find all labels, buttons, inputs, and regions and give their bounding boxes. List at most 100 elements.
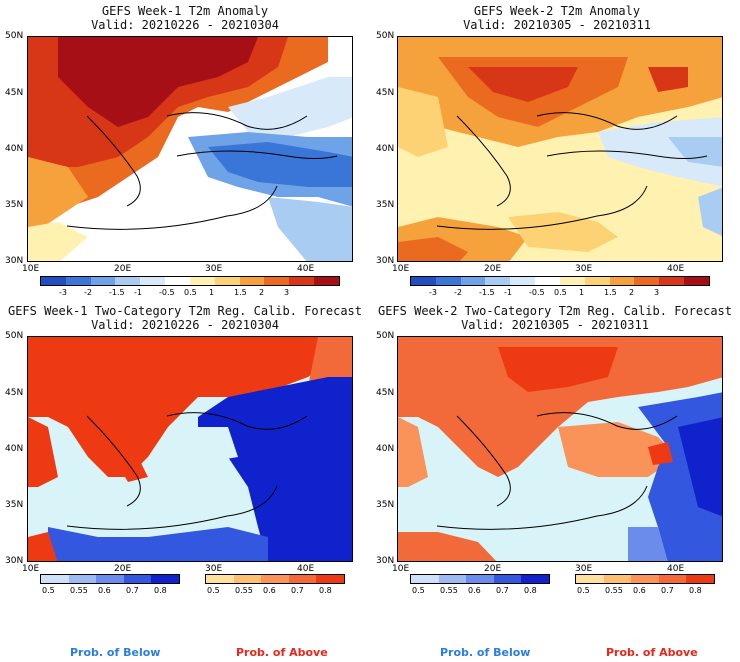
panel2-title: GEFS Week-2 T2m Anomaly <box>473 4 641 18</box>
p3-lat-40: 40N <box>5 444 24 454</box>
p2-anomaly-swatch <box>435 277 461 285</box>
p1-anomaly-tick: -3 <box>59 288 67 297</box>
p4-below-swatch <box>521 575 549 583</box>
p2-anomaly-tick: -0.5 <box>529 288 545 297</box>
p1-lat-35: 35N <box>5 200 24 210</box>
p1-anomaly-tick: 0.5 <box>184 288 197 297</box>
p3-above-swatch <box>261 575 289 583</box>
p2-anomaly-swatch <box>584 277 610 285</box>
p3-above-colorbar <box>205 574 345 584</box>
p4-lon-40: 40E <box>667 564 685 574</box>
p2-anomaly-swatch <box>485 277 511 285</box>
p4-above-swatch <box>658 575 687 583</box>
p1-anomaly-tick: -1.5 <box>109 288 125 297</box>
panel1-title: GEFS Week-1 T2m Anomaly <box>101 4 269 18</box>
p1-anomaly-swatch <box>165 277 190 285</box>
p2-anomaly-swatch <box>659 277 685 285</box>
p3-lon-30: 30E <box>205 564 223 574</box>
p3-lat-35: 35N <box>5 500 24 510</box>
panel4-valid: Valid: 20210305 - 20210311 <box>461 318 649 332</box>
p3-below-swatch <box>96 575 124 583</box>
p4-prob-below-label: Prob. of Below <box>440 646 531 659</box>
p4-below-tick: 0.7 <box>496 586 509 595</box>
p3-above-tick: 0.5 <box>207 586 220 595</box>
p2-lat-35: 35N <box>376 200 395 210</box>
p3-above-swatch <box>206 575 234 583</box>
p3-lon-20: 20E <box>114 564 132 574</box>
p1-lat-40: 40N <box>5 144 24 154</box>
panel3-title: GEFS Week-1 Two-Category T2m Reg. Calib.… <box>7 304 362 318</box>
p2-anomaly-tick: -1.5 <box>479 288 495 297</box>
p2-anomaly-tick: 3 <box>654 288 660 297</box>
p3-below-swatch <box>41 575 69 583</box>
p2-anomaly-tick: -2 <box>454 288 462 297</box>
p3-above-tick: 0.8 <box>319 586 332 595</box>
p4-lat-35: 35N <box>376 500 395 510</box>
p4-above-tick: 0.6 <box>633 586 646 595</box>
p3-above-tick: 0.6 <box>263 586 276 595</box>
p3-above-swatch <box>316 575 344 583</box>
p4-lat-45: 45N <box>376 388 395 398</box>
panel2-valid: Valid: 20210305 - 20210311 <box>463 18 651 32</box>
panel1-coastline <box>66 112 338 230</box>
p2-lon-30: 30E <box>575 264 593 274</box>
p2-lon-20: 20E <box>484 264 502 274</box>
p1-anomaly-swatch <box>289 277 315 285</box>
p3-below-tick: 0.55 <box>70 586 88 595</box>
panel4-title: GEFS Week-2 Two-Category T2m Reg. Calib.… <box>377 304 732 318</box>
p1-anomaly-tick: -1 <box>134 288 142 297</box>
p2-lat-40: 40N <box>376 144 395 154</box>
p4-lon-30: 30E <box>575 564 593 574</box>
p2-anomaly-swatch <box>460 277 486 285</box>
panel3-valid: Valid: 20210226 - 20210304 <box>91 318 279 332</box>
p1-anomaly-swatch <box>314 277 339 285</box>
p2-anomaly-tick: 2 <box>629 288 635 297</box>
p1-anomaly-tick: -2 <box>84 288 92 297</box>
p2-anomaly-swatch <box>684 277 709 285</box>
p4-above-swatch <box>576 575 604 583</box>
p4-below-swatch <box>466 575 494 583</box>
p4-lon-20: 20E <box>484 564 502 574</box>
p1-anomaly-swatch <box>41 277 66 285</box>
p1-anomaly-tick: 1.5 <box>234 288 247 297</box>
p1-lon-10: 10E <box>22 264 40 274</box>
p3-below-colorbar <box>40 574 180 584</box>
p4-below-tick: 0.8 <box>524 586 537 595</box>
p1-lon-40: 40E <box>297 264 315 274</box>
panel4-map <box>397 336 723 562</box>
p3-below-tick: 0.6 <box>98 586 111 595</box>
p4-below-colorbar <box>410 574 550 584</box>
p1-anomaly-colorbar <box>40 276 340 286</box>
p2-anomaly-swatch <box>510 277 536 285</box>
p1-anomaly-swatch <box>115 277 141 285</box>
p4-above-tick: 0.5 <box>577 586 590 595</box>
p3-below-tick: 0.5 <box>42 586 55 595</box>
p3-prob-below-label: Prob. of Below <box>70 646 161 659</box>
p1-lon-30: 30E <box>205 264 223 274</box>
p2-anomaly-tick: -3 <box>429 288 437 297</box>
p2-anomaly-swatch <box>559 277 585 285</box>
p3-below-tick: 0.7 <box>126 586 139 595</box>
p1-anomaly-tick: -0.5 <box>159 288 175 297</box>
p4-below-swatch <box>493 575 522 583</box>
p3-lat-45: 45N <box>5 388 24 398</box>
panel3-coastline <box>66 412 308 530</box>
p2-lat-50: 50N <box>376 31 395 41</box>
p3-lat-50: 50N <box>5 331 24 341</box>
p4-above-colorbar <box>575 574 715 584</box>
p3-lon-10: 10E <box>22 564 40 574</box>
p4-lat-40: 40N <box>376 444 395 454</box>
p4-above-tick: 0.8 <box>689 586 702 595</box>
p2-lon-10: 10E <box>392 264 410 274</box>
p4-below-tick: 0.55 <box>440 586 458 595</box>
p2-lat-45: 45N <box>376 88 395 98</box>
p3-lat-30: 30N <box>5 556 24 566</box>
p2-anomaly-tick: 1.5 <box>604 288 617 297</box>
p3-below-tick: 0.8 <box>154 586 167 595</box>
p3-above-tick: 0.55 <box>235 586 253 595</box>
p4-below-swatch <box>411 575 439 583</box>
panel2-map <box>397 36 723 262</box>
p4-below-swatch <box>438 575 467 583</box>
p1-anomaly-swatch <box>140 277 166 285</box>
p1-anomaly-swatch <box>65 277 91 285</box>
